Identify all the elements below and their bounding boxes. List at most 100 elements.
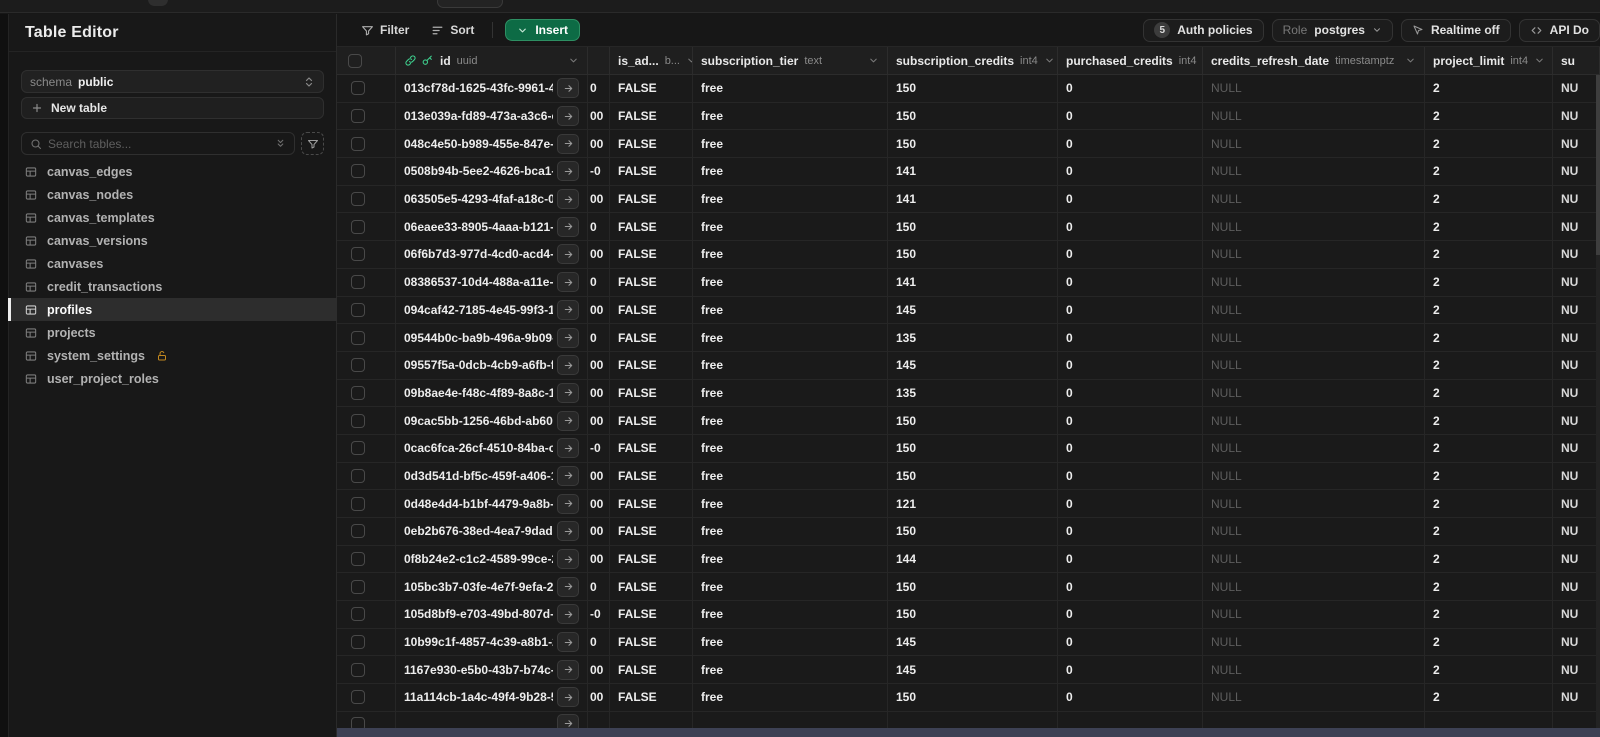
is-admin-cell[interactable]: FALSE	[610, 130, 693, 158]
su-cell[interactable]: NU	[1553, 158, 1600, 185]
subscription-tier-cell[interactable]: free	[693, 601, 888, 628]
chevron-down-icon[interactable]	[568, 55, 579, 66]
subscription-tier-cell[interactable]: free	[693, 462, 888, 490]
project-limit-cell[interactable]: 2	[1425, 573, 1553, 601]
column-header-id[interactable]: id uuid	[396, 47, 588, 74]
su-cell[interactable]: NU	[1553, 684, 1600, 711]
schema-select[interactable]: schema public	[21, 70, 324, 93]
is-admin-cell[interactable]: FALSE	[610, 518, 693, 545]
subscription-tier-cell[interactable]: free	[693, 545, 888, 573]
column-header-subscription-tier[interactable]: subscription_tier text	[693, 47, 888, 74]
su-cell[interactable]: NU	[1553, 601, 1600, 628]
project-limit-cell[interactable]: 2	[1425, 241, 1553, 268]
id-cell[interactable]: 0f8b24e2-c1c2-4589-99ce-2c52d...	[396, 545, 588, 573]
row-checkbox[interactable]	[351, 247, 365, 262]
is-admin-cell[interactable]: FALSE	[610, 434, 693, 462]
column-header-subscription-credits[interactable]: subscription_credits int4	[888, 47, 1058, 74]
credits-refresh-date-cell[interactable]: NULL	[1203, 102, 1425, 130]
column-header-is-admin[interactable]: is_ad... b...	[610, 47, 693, 74]
is-admin-cell[interactable]: FALSE	[610, 213, 693, 241]
expand-row-button[interactable]	[557, 189, 579, 210]
id-cell[interactable]: 10b99c1f-4857-4c39-a8b1-263b8...	[396, 628, 588, 656]
project-limit-cell[interactable]: 2	[1425, 268, 1553, 296]
subscription-credits-cell[interactable]: 135	[888, 324, 1058, 351]
row-checkbox[interactable]	[351, 358, 365, 373]
subscription-tier-cell[interactable]: free	[693, 407, 888, 434]
column-header-purchased-credits[interactable]: purchased_credits int4	[1058, 47, 1203, 74]
row-checkbox[interactable]	[351, 136, 365, 151]
vertical-scrollbar[interactable]	[1596, 75, 1600, 728]
expand-row-button[interactable]	[557, 687, 579, 708]
expand-row-button[interactable]	[557, 106, 579, 127]
is-admin-cell[interactable]: FALSE	[610, 573, 693, 601]
subscription-credits-cell[interactable]: 141	[888, 158, 1058, 185]
project-limit-cell[interactable]: 2	[1425, 407, 1553, 434]
sidebar-table-item[interactable]: canvas_templates	[9, 206, 337, 229]
expand-row-button[interactable]	[557, 161, 579, 182]
row-checkbox[interactable]	[351, 330, 365, 345]
clipped-cell[interactable]: 00	[588, 241, 610, 268]
expand-row-button[interactable]	[557, 327, 579, 348]
is-admin-cell[interactable]: FALSE	[610, 102, 693, 130]
subscription-credits-cell[interactable]: 150	[888, 102, 1058, 130]
clipped-cell[interactable]: 00	[588, 462, 610, 490]
column-header-credits-refresh-date[interactable]: credits_refresh_date timestamptz	[1203, 47, 1425, 74]
credits-refresh-date-cell[interactable]: NULL	[1203, 158, 1425, 185]
is-admin-cell[interactable]: FALSE	[610, 351, 693, 379]
is-admin-cell[interactable]: FALSE	[610, 324, 693, 351]
sidebar-table-item[interactable]: projects	[9, 321, 337, 344]
subscription-tier-cell[interactable]: free	[693, 213, 888, 241]
is-admin-cell[interactable]: FALSE	[610, 656, 693, 684]
su-cell[interactable]: NU	[1553, 241, 1600, 268]
sidebar-filter-button[interactable]	[301, 132, 324, 155]
id-cell[interactable]: 013e039a-fd89-473a-a3c6-ccfa9...	[396, 102, 588, 130]
is-admin-cell[interactable]: FALSE	[610, 628, 693, 656]
credits-refresh-date-cell[interactable]: NULL	[1203, 296, 1425, 324]
clipped-cell[interactable]: 00	[588, 490, 610, 517]
clipped-cell[interactable]: 0	[588, 213, 610, 241]
clipped-cell[interactable]: 00	[588, 351, 610, 379]
project-limit-cell[interactable]: 2	[1425, 684, 1553, 711]
subscription-tier-cell[interactable]: free	[693, 296, 888, 324]
is-admin-cell[interactable]: FALSE	[610, 490, 693, 517]
clipped-cell[interactable]: 0	[588, 628, 610, 656]
row-checkbox[interactable]	[351, 275, 365, 290]
purchased-credits-cell[interactable]: 0	[1058, 241, 1203, 268]
is-admin-cell[interactable]: FALSE	[610, 158, 693, 185]
row-checkbox[interactable]	[351, 302, 365, 317]
subscription-tier-cell[interactable]: free	[693, 518, 888, 545]
subscription-credits-cell[interactable]: 150	[888, 130, 1058, 158]
project-limit-cell[interactable]: 2	[1425, 351, 1553, 379]
chevron-down-icon[interactable]	[686, 55, 692, 66]
project-limit-cell[interactable]: 2	[1425, 490, 1553, 517]
purchased-credits-cell[interactable]: 0	[1058, 656, 1203, 684]
scrollbar-thumb[interactable]	[1596, 75, 1600, 255]
row-checkbox[interactable]	[351, 496, 365, 511]
project-limit-cell[interactable]: 2	[1425, 102, 1553, 130]
credits-refresh-date-cell[interactable]: NULL	[1203, 462, 1425, 490]
su-cell[interactable]: NU	[1553, 628, 1600, 656]
sidebar-table-item[interactable]: canvas_edges	[9, 160, 337, 183]
sidebar-table-item[interactable]: canvas_versions	[9, 229, 337, 252]
expand-row-button[interactable]	[557, 299, 579, 320]
chevron-down-icon[interactable]	[1534, 55, 1545, 66]
id-cell[interactable]: 0508b94b-5ee2-4626-bca1-4bca...	[396, 158, 588, 185]
project-limit-cell[interactable]: 2	[1425, 379, 1553, 407]
chevron-down-icon[interactable]	[868, 55, 879, 66]
subscription-credits-cell[interactable]: 150	[888, 518, 1058, 545]
is-admin-cell[interactable]: FALSE	[610, 185, 693, 213]
subscription-credits-cell[interactable]: 150	[888, 462, 1058, 490]
subscription-credits-cell[interactable]: 141	[888, 268, 1058, 296]
su-cell[interactable]: NU	[1553, 407, 1600, 434]
subscription-tier-cell[interactable]: free	[693, 241, 888, 268]
clipped-cell[interactable]: 00	[588, 130, 610, 158]
subscription-credits-cell[interactable]: 150	[888, 434, 1058, 462]
su-cell[interactable]: NU	[1553, 268, 1600, 296]
subscription-tier-cell[interactable]: free	[693, 158, 888, 185]
purchased-credits-cell[interactable]: 0	[1058, 102, 1203, 130]
project-limit-cell[interactable]: 2	[1425, 656, 1553, 684]
project-limit-cell[interactable]: 2	[1425, 518, 1553, 545]
row-checkbox[interactable]	[351, 662, 365, 677]
id-cell[interactable]: 105bc3b7-03fe-4e7f-9efa-21bb40...	[396, 573, 588, 601]
is-admin-cell[interactable]: FALSE	[610, 75, 693, 102]
